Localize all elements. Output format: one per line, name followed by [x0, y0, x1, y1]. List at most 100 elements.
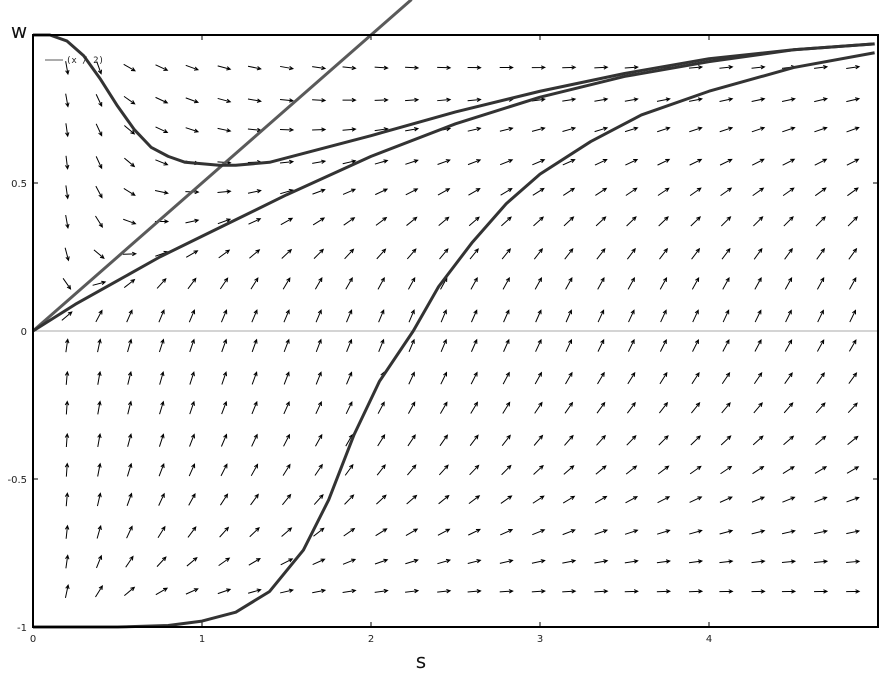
field-arrow	[531, 589, 546, 594]
field-arrow	[562, 65, 577, 70]
field-arrow	[312, 217, 326, 226]
field-arrow	[342, 65, 357, 71]
field-arrow	[720, 435, 732, 446]
field-arrow	[846, 466, 860, 474]
field-arrow	[220, 433, 228, 447]
field-arrow	[123, 188, 136, 196]
field-arrow	[217, 127, 232, 133]
field-arrow	[533, 216, 544, 227]
field-arrow	[751, 589, 766, 594]
field-arrow	[61, 311, 73, 321]
field-arrow	[816, 372, 825, 384]
field-arrow	[408, 371, 415, 385]
field-arrow	[660, 309, 667, 323]
field-arrow	[96, 554, 103, 569]
field-arrow	[439, 248, 449, 260]
field-arrow	[281, 248, 293, 259]
field-arrow	[155, 159, 169, 166]
field-arrow	[657, 126, 671, 133]
field-arrow	[279, 159, 295, 165]
field-arrow	[785, 309, 792, 323]
field-arrow	[594, 65, 609, 70]
field-arrow	[624, 589, 639, 594]
field-arrow	[406, 216, 418, 226]
field-arrow	[501, 248, 512, 260]
field-arrow	[405, 159, 419, 165]
field-arrow	[501, 434, 511, 446]
field-arrow	[437, 588, 452, 594]
y-tick-label: 0	[21, 327, 27, 338]
field-arrow	[659, 338, 667, 352]
field-arrow	[405, 528, 419, 536]
field-arrow	[377, 276, 385, 290]
field-arrow	[376, 464, 386, 476]
field-arrow	[248, 588, 262, 594]
field-arrow	[754, 309, 762, 323]
field-arrow	[312, 588, 327, 594]
field-arrow	[185, 250, 199, 258]
field-arrow	[815, 216, 826, 227]
field-arrow	[534, 276, 543, 290]
field-arrow	[376, 248, 387, 260]
field-arrow	[562, 495, 576, 504]
field-arrow	[250, 277, 259, 290]
field-arrow	[722, 309, 730, 323]
field-arrow	[343, 527, 356, 537]
field-arrow	[312, 65, 327, 71]
field-arrow	[344, 494, 355, 505]
field-arrow	[688, 559, 704, 564]
field-arrow	[846, 158, 860, 166]
field-arrow	[374, 159, 389, 165]
field-arrow	[467, 159, 482, 166]
field-arrow	[185, 218, 200, 224]
field-arrow	[688, 589, 704, 594]
field-arrow	[594, 529, 609, 535]
field-arrow	[753, 372, 763, 385]
field-arrow	[123, 218, 137, 225]
field-arrow	[658, 216, 669, 227]
field-arrow	[346, 338, 353, 353]
field-arrow	[342, 159, 357, 165]
field-arrow	[594, 589, 609, 594]
field-arrow	[689, 97, 703, 102]
field-arrow	[814, 559, 829, 564]
field-arrow	[849, 276, 857, 290]
field-arrow	[313, 494, 324, 505]
field-arrow	[656, 559, 671, 564]
field-arrow	[439, 434, 449, 447]
field-arrow	[159, 400, 165, 415]
x-tick-label: 4	[706, 634, 712, 645]
field-arrow	[158, 309, 165, 323]
field-arrow	[565, 338, 573, 352]
field-arrow	[220, 463, 228, 477]
field-arrow	[315, 309, 322, 323]
field-arrow	[816, 339, 825, 352]
field-arrow	[658, 401, 669, 414]
field-arrow	[315, 433, 323, 447]
field-arrow	[189, 400, 195, 415]
field-arrow	[406, 494, 418, 505]
field-arrow	[283, 400, 290, 415]
field-arrow	[64, 400, 70, 415]
field-arrow	[815, 402, 826, 414]
field-arrow	[124, 157, 136, 168]
field-arrow	[65, 214, 70, 230]
field-arrow	[531, 65, 546, 70]
field-arrow	[407, 401, 416, 414]
field-arrow	[532, 529, 546, 536]
field-arrow	[312, 98, 327, 103]
field-arrow	[92, 280, 107, 286]
field-arrow	[467, 126, 482, 132]
field-arrow	[562, 589, 577, 594]
field-arrow	[815, 435, 827, 446]
field-arrow	[126, 492, 133, 506]
field-arrow	[408, 338, 415, 352]
field-arrow	[781, 559, 797, 564]
field-arrow	[597, 276, 605, 290]
field-arrow	[374, 588, 389, 594]
field-arrow	[754, 276, 762, 290]
field-arrow	[65, 155, 70, 170]
field-arrow	[565, 276, 573, 290]
field-arrow	[438, 216, 450, 227]
field-arrow	[377, 401, 385, 414]
